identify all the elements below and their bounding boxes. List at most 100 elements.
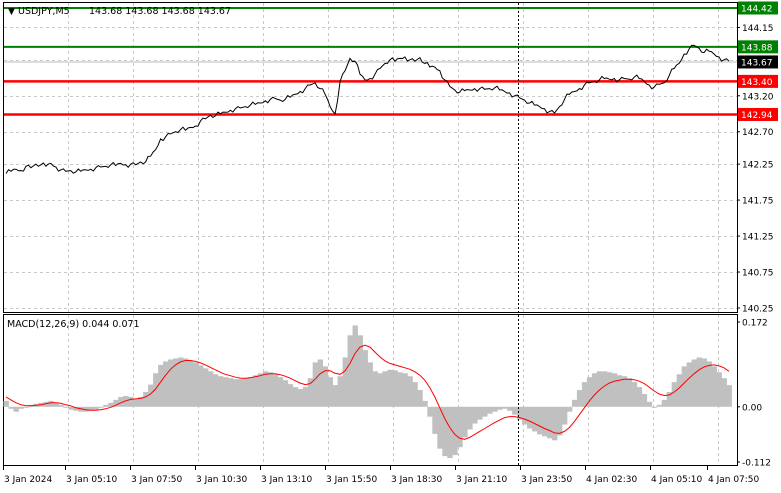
macd-bar [222, 377, 229, 407]
macd-bar [352, 325, 358, 407]
macd-bar [472, 406, 478, 424]
macd-pane-frame [3, 314, 738, 466]
macd-bar [656, 404, 663, 407]
macd-bar [23, 406, 29, 408]
macd-bar [232, 379, 239, 407]
macd-bar [242, 378, 249, 407]
macd-bar [287, 384, 294, 407]
macd-bar [68, 406, 74, 410]
macd-bar [666, 392, 673, 407]
ohlc-values: 143.68 143.68 143.68 143.67 [89, 6, 231, 17]
macd-bar [636, 387, 643, 407]
macd-axis: 0.172 0.00 -0.112 [737, 319, 771, 469]
macd-bar [113, 399, 119, 407]
macd-bar [571, 399, 578, 407]
macd-bar [227, 378, 234, 407]
collapse-arrow-icon[interactable]: ▼ [8, 7, 15, 17]
macd-bar [58, 404, 64, 407]
macd-bar [202, 368, 209, 407]
macd-bar [217, 376, 224, 407]
macd-bar [437, 406, 443, 449]
macd-bar [402, 373, 408, 407]
macd-bar [596, 371, 603, 407]
macd-bar [257, 373, 264, 407]
macd-bar [432, 406, 438, 434]
macd-bar [372, 371, 378, 407]
macd-bar [721, 378, 727, 407]
macd-bar [671, 382, 678, 407]
macd-bar [551, 406, 558, 441]
time-tick-label: 3 Jan 07:50 [131, 475, 183, 485]
macd-bar [148, 384, 154, 407]
macd-bar [517, 406, 523, 420]
macd-bar [13, 406, 19, 412]
macd-bar [282, 380, 289, 407]
macd-bar [292, 387, 299, 407]
macd-bar [187, 360, 194, 407]
price-tick-label: 144.15 [742, 24, 774, 34]
macd-bar [691, 359, 697, 407]
level-label-box [738, 1, 778, 15]
level-label: 142.94 [741, 111, 773, 121]
time-axis: 3 Jan 2024 3 Jan 05:10 3 Jan 07:50 3 Jan 10… [3, 466, 760, 485]
macd-bar [307, 378, 314, 407]
macd-bar [382, 371, 388, 407]
macd-bar [547, 406, 553, 439]
macd-bar [442, 406, 448, 457]
macd-bar [556, 406, 563, 436]
macd-bar [108, 402, 114, 407]
macd-bar [417, 390, 423, 407]
macd-bar [98, 406, 104, 408]
macd-bar [626, 378, 633, 407]
macd-bar [8, 406, 14, 409]
macd-bar [397, 372, 403, 407]
macd-bar [103, 404, 109, 407]
macd-bar [502, 406, 508, 409]
macd-bar [73, 406, 79, 411]
macd-bar [262, 371, 269, 407]
macd-bar [337, 376, 343, 407]
macd-bar [601, 371, 608, 407]
macd-bar [487, 406, 493, 414]
time-tick-label: 3 Jan 15:50 [326, 475, 378, 485]
price-tick-label: 141.75 [742, 197, 774, 207]
macd-bar [681, 366, 688, 407]
macd-bar [581, 382, 588, 407]
macd-bar [457, 406, 463, 448]
macd-bar [616, 375, 623, 407]
macd-bar [706, 361, 712, 407]
macd-bar [467, 406, 473, 430]
macd-bar [407, 376, 413, 407]
current-price-box [738, 55, 778, 69]
macd-bar [43, 401, 49, 407]
price-tick-label: 140.75 [742, 269, 774, 279]
macd-bar [522, 406, 528, 425]
macd-bar [537, 406, 543, 435]
macd-bar [576, 390, 583, 407]
time-tick-label: 3 Jan 23:50 [521, 475, 573, 485]
macd-bar [168, 359, 174, 407]
macd-bar [611, 373, 618, 407]
macd-bar [277, 377, 284, 407]
symbol-timeframe: USDJPY,M5 [18, 6, 70, 17]
macd-histogram [3, 325, 732, 459]
macd-bar [586, 377, 593, 407]
macd-bar [621, 376, 628, 407]
macd-tick-label: 0.172 [742, 319, 768, 329]
macd-bar [711, 366, 717, 407]
macd-bar [462, 406, 468, 438]
price-tick-label: 140.25 [742, 305, 774, 315]
macd-bar [128, 396, 134, 407]
macd-bar [118, 396, 124, 407]
macd-bar [387, 369, 393, 407]
macd-bar [247, 377, 254, 407]
level-label-box [738, 107, 778, 121]
macd-bar [497, 406, 503, 410]
macd-bar [377, 373, 383, 407]
price-tick-label: 142.70 [742, 128, 774, 138]
macd-bar [412, 382, 418, 407]
time-tick-label: 3 Jan 21:10 [456, 475, 508, 485]
macd-bar [302, 387, 309, 407]
